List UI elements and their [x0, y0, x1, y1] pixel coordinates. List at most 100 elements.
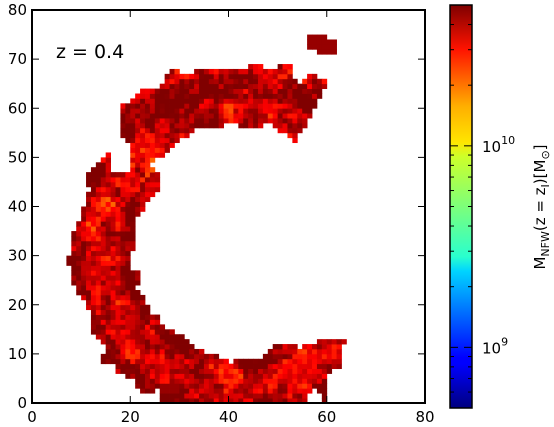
heatmap-cell [154, 172, 161, 178]
heatmap-cell [125, 226, 131, 232]
heatmap-cell [189, 98, 195, 104]
heatmap-cell [140, 167, 146, 173]
heatmap-cell [135, 358, 141, 365]
heatmap-cell [253, 363, 259, 370]
heatmap-cell [331, 348, 337, 355]
y-tick-label: 30 [8, 247, 27, 265]
heatmap-cell [159, 398, 166, 403]
heatmap-cell [164, 118, 170, 124]
heatmap-cell [292, 378, 298, 384]
heatmap-cell [95, 334, 102, 340]
heatmap-cell [277, 368, 283, 374]
heatmap-cell [189, 363, 195, 370]
heatmap-cell [257, 108, 264, 114]
heatmap-cell [228, 68, 234, 75]
heatmap-cell [125, 250, 131, 257]
heatmap-cell [90, 226, 97, 232]
heatmap-cell [140, 201, 146, 207]
heatmap-cell [105, 319, 111, 325]
heatmap-cell [154, 368, 161, 374]
heatmap-cell [154, 186, 161, 193]
heatmap-cell [277, 68, 283, 75]
heatmap-cell [282, 88, 288, 94]
heatmap-cell [164, 113, 170, 119]
heatmap-cell [144, 344, 151, 350]
heatmap-cell [159, 142, 166, 148]
heatmap-cell [135, 118, 141, 124]
heatmap-cell [164, 127, 170, 134]
heatmap-cell [312, 383, 318, 389]
heatmap-cell [105, 290, 111, 296]
heatmap-cell [154, 98, 161, 104]
heatmap-cell [154, 324, 161, 330]
heatmap-cell [164, 88, 170, 94]
heatmap-cell [321, 78, 328, 85]
heatmap-cell [213, 108, 220, 114]
heatmap-cell [213, 83, 220, 89]
heatmap-cell [312, 363, 318, 370]
heatmap-cell [95, 255, 102, 261]
heatmap-cell [125, 231, 131, 237]
heatmap-cell [321, 388, 328, 394]
heatmap-cell [149, 88, 156, 94]
heatmap-cell [277, 373, 283, 379]
heatmap-cell [292, 348, 298, 355]
heatmap-cell [208, 378, 215, 384]
heatmap-cell [120, 290, 126, 296]
heatmap-cell [262, 378, 269, 384]
heatmap-cell [287, 93, 293, 99]
heatmap-cell [140, 147, 146, 153]
heatmap-cell [262, 118, 269, 124]
heatmap-cell [208, 358, 215, 365]
heatmap-cell [130, 226, 136, 232]
heatmap-cell [218, 383, 224, 389]
heatmap-cell [243, 122, 249, 129]
heatmap-cell [213, 373, 220, 379]
heatmap-cell [95, 245, 102, 252]
heatmap-cell [199, 398, 205, 403]
heatmap-cell [95, 304, 102, 311]
heatmap-cell [218, 88, 224, 94]
heatmap-cell [208, 393, 215, 399]
heatmap-cell [297, 373, 303, 379]
heatmap-cell [105, 334, 111, 340]
heatmap-cell [282, 68, 288, 75]
heatmap-cell [199, 393, 205, 399]
heatmap-cell [316, 383, 323, 389]
heatmap-cell [130, 186, 136, 193]
heatmap-cell [164, 358, 170, 365]
heatmap-cell [154, 373, 161, 379]
heatmap-cell [120, 206, 126, 212]
heatmap-cell [159, 324, 166, 330]
heatmap-cell [199, 383, 205, 389]
heatmap-cell [135, 314, 141, 320]
heatmap-cell [169, 73, 175, 80]
heatmap-cell [90, 231, 97, 237]
heatmap-cell [223, 373, 229, 379]
heatmap-cell [164, 93, 170, 99]
heatmap-cell [262, 393, 269, 399]
heatmap-cell [154, 329, 161, 335]
heatmap-cell [282, 368, 288, 374]
heatmap-cell [71, 275, 77, 281]
heatmap-cell [125, 172, 131, 178]
heatmap-cell [154, 147, 161, 153]
heatmap-cell [174, 334, 180, 340]
heatmap-cell [218, 118, 224, 124]
heatmap-cell [307, 344, 313, 350]
heatmap-cell [144, 118, 151, 124]
heatmap-cell [253, 398, 259, 403]
heatmap-cell [130, 285, 136, 291]
heatmap-cell [189, 88, 195, 94]
heatmap-cell [120, 172, 126, 178]
heatmap-cell [144, 334, 151, 340]
heatmap-cell [159, 344, 166, 350]
heatmap-cell [292, 122, 298, 129]
heatmap-cell [184, 73, 190, 80]
heatmap-cell [302, 378, 308, 384]
heatmap-cell [95, 329, 102, 335]
heatmap-cell [130, 294, 136, 301]
heatmap-cell [248, 358, 254, 365]
heatmap-cell [110, 226, 116, 232]
heatmap-cell [331, 39, 337, 45]
